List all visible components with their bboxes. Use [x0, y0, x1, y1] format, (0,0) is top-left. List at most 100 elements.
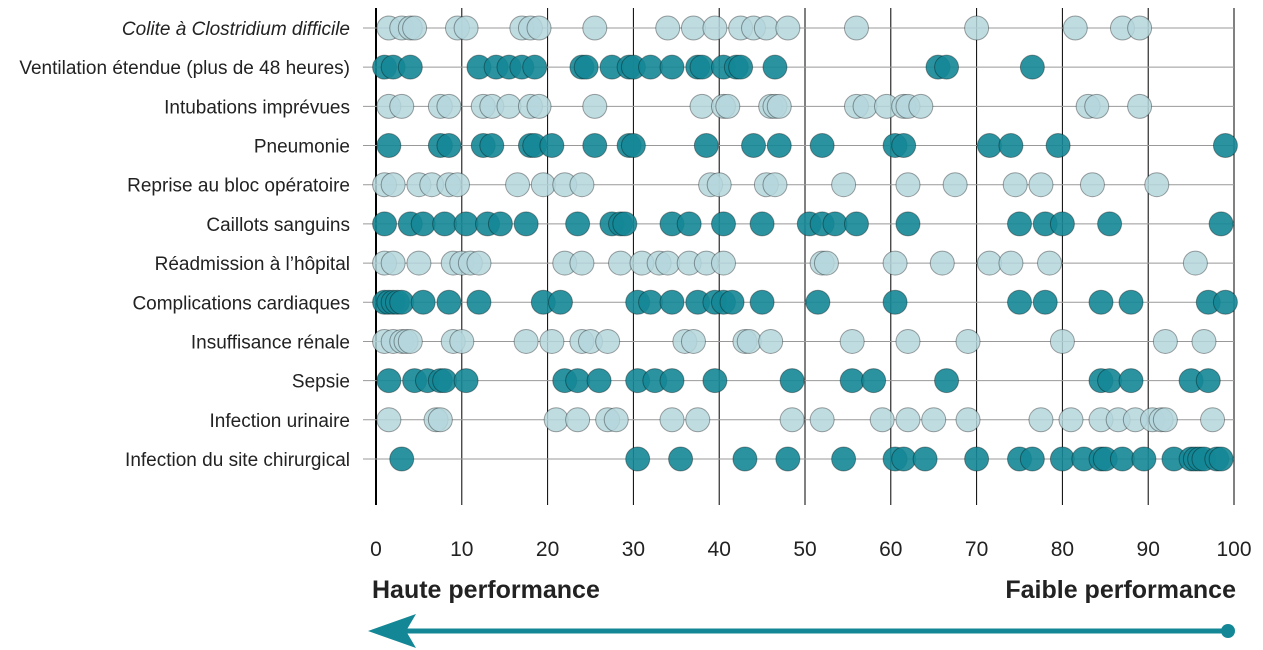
- data-point: [843, 211, 869, 237]
- data-point: [445, 172, 471, 198]
- data-point: [976, 133, 1002, 159]
- data-point: [766, 133, 792, 159]
- data-point: [1131, 446, 1157, 472]
- data-point: [380, 172, 406, 198]
- data-point: [582, 133, 608, 159]
- data-point: [659, 54, 685, 80]
- data-point: [397, 54, 423, 80]
- data-point: [376, 368, 402, 394]
- data-point: [728, 54, 754, 80]
- data-point: [676, 211, 702, 237]
- category-label: Infection du site chirurgical: [125, 450, 350, 471]
- data-point: [608, 250, 634, 276]
- data-point: [680, 15, 706, 41]
- data-point: [513, 328, 539, 354]
- data-point: [1037, 250, 1063, 276]
- data-point: [569, 172, 595, 198]
- data-point: [852, 93, 878, 119]
- data-point: [389, 93, 415, 119]
- data-point: [809, 407, 835, 433]
- data-point: [964, 446, 990, 472]
- data-point: [1208, 211, 1234, 237]
- data-point: [895, 211, 921, 237]
- data-point: [513, 211, 539, 237]
- data-point: [1058, 407, 1084, 433]
- data-point: [831, 172, 857, 198]
- data-point: [496, 93, 522, 119]
- data-point: [689, 54, 715, 80]
- data-point: [397, 328, 423, 354]
- data-point: [1028, 407, 1054, 433]
- x-tick-labels: 0 10 20 30 40 50 60 70 80 90 100: [370, 538, 1251, 561]
- data-point: [736, 328, 762, 354]
- data-point: [1007, 289, 1032, 315]
- data-point: [487, 211, 513, 237]
- category-label: Sepsie: [292, 372, 350, 393]
- data-point: [1019, 54, 1045, 80]
- data-point: [389, 446, 415, 472]
- data-point: [1118, 289, 1144, 315]
- data-point: [839, 328, 865, 354]
- data-point: [625, 446, 651, 472]
- x-tick-label: 70: [965, 538, 988, 561]
- x-tick-label: 90: [1137, 538, 1160, 561]
- data-point: [603, 407, 629, 433]
- data-point: [1191, 328, 1217, 354]
- data-point: [1032, 289, 1058, 315]
- data-point: [1127, 15, 1153, 41]
- data-point: [565, 368, 591, 394]
- data-point: [1062, 15, 1088, 41]
- data-point: [659, 289, 685, 315]
- data-point: [1152, 328, 1178, 354]
- data-point: [685, 407, 711, 433]
- data-point: [1007, 211, 1032, 237]
- data-point: [1049, 328, 1075, 354]
- category-label: Colite à Clostridium difficile: [122, 19, 350, 40]
- data-point: [895, 172, 921, 198]
- data-point: [526, 15, 552, 41]
- row-lines: [363, 27, 1234, 460]
- data-point: [479, 133, 505, 159]
- category-labels: Colite à Clostridium difficile Ventilatio…: [19, 19, 350, 471]
- data-point: [762, 54, 788, 80]
- data-point: [1084, 93, 1110, 119]
- x-tick-label: 40: [708, 538, 731, 561]
- data-point: [1049, 446, 1075, 472]
- data-point: [766, 93, 792, 119]
- data-point: [934, 54, 960, 80]
- x-tick-label: 30: [622, 538, 645, 561]
- data-point: [749, 289, 775, 315]
- data-point: [1200, 407, 1226, 433]
- data-point: [389, 289, 415, 315]
- data-point: [620, 133, 646, 159]
- data-point: [410, 211, 436, 237]
- low-performance-label: Faible performance: [1005, 576, 1236, 604]
- x-tick-label: 10: [450, 538, 473, 561]
- data-point: [432, 211, 458, 237]
- data-point: [573, 54, 599, 80]
- category-label: Infection urinaire: [210, 411, 350, 432]
- data-point: [547, 289, 573, 315]
- data-point: [822, 211, 848, 237]
- data-point: [380, 250, 406, 276]
- data-point: [809, 133, 835, 159]
- data-point: [453, 368, 479, 394]
- category-label: Pneumonie: [254, 137, 350, 158]
- data-point: [539, 328, 565, 354]
- data-point: [530, 172, 556, 198]
- data-point: [912, 446, 938, 472]
- data-point: [762, 172, 788, 198]
- data-point: [453, 15, 479, 41]
- data-point: [436, 289, 462, 315]
- category-label: Complications cardiaques: [132, 293, 350, 314]
- data-point: [406, 250, 432, 276]
- data-point: [895, 328, 921, 354]
- data-point: [976, 250, 1002, 276]
- data-point: [1028, 172, 1054, 198]
- data-point: [710, 250, 736, 276]
- data-point: [449, 328, 475, 354]
- data-point: [710, 211, 736, 237]
- x-tick-label: 80: [1051, 538, 1074, 561]
- data-point: [1079, 172, 1105, 198]
- data-point: [505, 172, 531, 198]
